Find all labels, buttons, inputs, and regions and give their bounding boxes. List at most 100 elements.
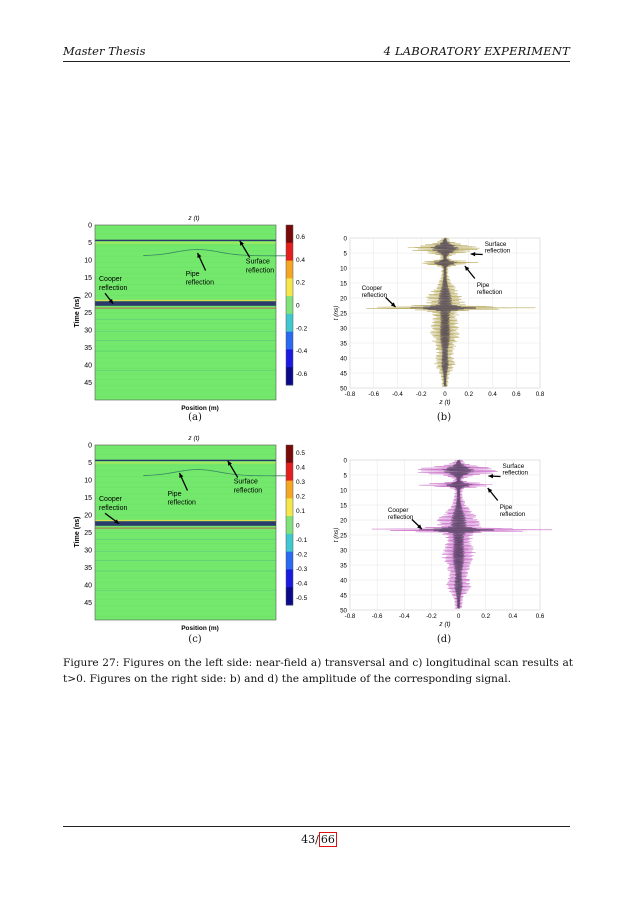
annotation-label: Pipe: [186, 271, 200, 278]
annotation-label: reflection: [99, 285, 128, 292]
x-tick-label: 0.2: [481, 613, 490, 620]
colorbar-segment: [286, 242, 293, 262]
annotation-label: reflection: [477, 289, 503, 296]
y-tick-label: 45: [340, 592, 347, 599]
annotation-label: Surface: [246, 259, 270, 266]
y-tick-label: 0: [88, 443, 92, 450]
cooper-band-core: [95, 527, 276, 529]
colorbar-segment: [286, 498, 293, 517]
cooper-band-edge: [95, 299, 276, 301]
x-axis-label: z (t): [438, 399, 450, 406]
colorbar-segment: [286, 225, 293, 244]
cooper-band: [95, 521, 276, 526]
arrow-head: [108, 298, 114, 304]
heatmap-rows: [95, 228, 289, 397]
annotation-label: reflection: [485, 248, 511, 255]
y-tick-label: 15: [340, 502, 347, 509]
y-tick-label: 25: [340, 310, 347, 317]
colorbar-segment: [286, 480, 293, 499]
y-axis-label: Time (ns): [74, 297, 81, 328]
running-header-left: Master Thesis: [63, 44, 146, 58]
caption-label: Figure 27:: [63, 657, 120, 669]
annotation-label: Pipe: [167, 491, 181, 498]
y-tick-label: 30: [340, 325, 347, 332]
colorbar-tick-label: 0.6: [296, 234, 305, 241]
x-tick-label: 0: [443, 391, 447, 398]
colorbar-frame: [285, 444, 294, 606]
arrow-head: [487, 488, 493, 493]
colorbar-tick-label: -0.3: [296, 566, 308, 573]
surface-band-edge: [95, 242, 276, 244]
colorbar-tick-label: -0.4: [296, 581, 308, 588]
y-axis-label: t (ns): [333, 528, 340, 543]
annotation-label: Cooper: [388, 507, 409, 514]
x-axis-label: Position (m): [181, 405, 219, 412]
y-tick-label: 30: [84, 328, 92, 335]
colorbar-segment: [286, 260, 293, 279]
x-tick-label: 0: [457, 613, 461, 620]
colorbar-segment: [286, 278, 293, 297]
y-axis-label: t (ns): [333, 306, 340, 321]
annotation-label: Cooper: [362, 285, 383, 292]
x-tick-label: -0.4: [392, 391, 403, 398]
y-tick-label: 40: [84, 583, 92, 590]
colorbar-segment: [286, 296, 293, 315]
y-tick-label: 20: [340, 517, 347, 524]
y-tick-label: 45: [340, 370, 347, 377]
x-tick-label: 0.2: [464, 391, 473, 398]
y-tick-label: 10: [340, 265, 347, 272]
y-tick-label: 35: [340, 562, 347, 569]
colorbar-segment: [286, 445, 293, 464]
x-tick-label: 0.6: [512, 391, 521, 398]
annotation-label: reflection: [186, 280, 215, 287]
x-tick-label: -0.8: [345, 613, 356, 620]
annotation-label: reflection: [500, 511, 526, 518]
y-tick-label: 0: [344, 235, 348, 242]
annotation-label: reflection: [388, 514, 414, 521]
colorbar-segment: [286, 331, 293, 350]
colorbar-tick-label: -0.5: [296, 595, 308, 602]
x-axis-label: Position (m): [181, 625, 219, 632]
y-tick-label: 10: [84, 478, 92, 485]
figure-caption: Figure 27: Figures on the left side: nea…: [63, 655, 573, 687]
page-total-link[interactable]: 66: [318, 832, 337, 847]
annotation-label: Pipe: [500, 504, 513, 511]
arrow-head: [227, 460, 232, 466]
y-tick-label: 20: [84, 293, 92, 300]
y-tick-label: 15: [84, 275, 92, 282]
y-tick-label: 25: [84, 530, 92, 537]
cooper-band-core: [95, 307, 276, 309]
figure-b-signal: 0 5 10 15 20 25 30 35 40 45 50-0.8 -0.6 -0.4 -0.2 0 0.2…: [333, 235, 545, 406]
arrow-head: [464, 266, 470, 271]
subfigure-label-a: (a): [188, 412, 202, 423]
arrow-head: [390, 302, 396, 307]
colorbar-tick-label: 0.2: [296, 493, 305, 500]
colorbar-tick-label: 0.4: [296, 464, 305, 471]
annotation-label: reflection: [167, 500, 196, 507]
figure-a-xlabel: Position (m): [181, 405, 219, 412]
footer-rule: [63, 826, 570, 827]
y-tick-label: 0: [344, 457, 348, 464]
x-axis-label: z (t): [438, 621, 450, 628]
colorbar-tick-label: 0: [296, 523, 300, 530]
y-tick-label: 45: [84, 380, 92, 387]
annotation-label: Surface: [485, 241, 507, 248]
colorbar-tick-label: -0.6: [296, 371, 308, 378]
header-rule: [63, 61, 570, 62]
subfigure-label-d: (d): [436, 634, 452, 645]
y-axis-label: Time (ns): [74, 517, 81, 548]
y-tick-label: 35: [84, 345, 92, 352]
annotation-label: reflection: [362, 292, 388, 299]
x-tick-label: -0.2: [416, 391, 427, 398]
y-tick-label: 30: [340, 547, 347, 554]
page-current: 43: [301, 833, 316, 846]
colorbar-tick-label: 0.1: [296, 508, 305, 515]
plot-frame: [94, 444, 277, 621]
y-tick-label: 50: [340, 385, 347, 392]
y-tick-label: 40: [340, 577, 347, 584]
y-tick-label: 10: [84, 258, 92, 265]
annotation-label: reflection: [503, 470, 529, 477]
colorbar-tick-label: 0.2: [296, 280, 305, 287]
pipe-hyperbola: [143, 249, 289, 257]
